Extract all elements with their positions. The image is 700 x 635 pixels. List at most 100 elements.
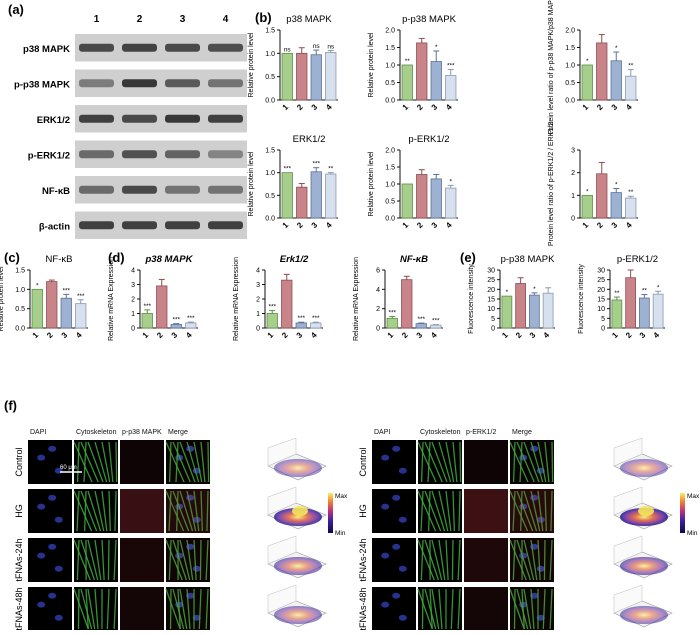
x-tick-label: 3: [415, 330, 425, 340]
bar: [597, 174, 607, 218]
y-axis-label: Relative protein level: [248, 151, 255, 216]
micrograph-tile: [372, 587, 416, 630]
x-tick-label: 4: [444, 102, 454, 112]
y-tick-label: 0.0: [265, 216, 275, 223]
bar: [417, 43, 427, 100]
panel-label-b: (b): [255, 10, 272, 25]
y-axis-label: Relative protein level: [368, 151, 375, 216]
blot-band: [165, 186, 200, 194]
micrograph-tile: [74, 538, 118, 582]
bar: [282, 53, 292, 100]
micrograph-tile: [166, 538, 210, 582]
y-tick-label: 2.0: [385, 28, 395, 35]
significance-label: **: [328, 166, 334, 173]
column-header: Merge: [512, 429, 532, 436]
x-tick-label: 4: [624, 102, 634, 112]
y-tick-label: 4: [256, 268, 260, 275]
chart-b6: Protein level ratio of p-ERK1/2 / ERK1/2…: [548, 122, 638, 246]
micrograph-tile: [120, 587, 164, 630]
chart-title: NF-κB: [400, 254, 428, 265]
colorbar-min-label: Min: [687, 530, 698, 537]
bar: [47, 282, 57, 328]
bar: [311, 172, 321, 218]
y-tick-label: 5: [601, 316, 605, 323]
y-tick-label: 0.0: [385, 216, 395, 223]
y-tick-label: 5: [491, 316, 495, 323]
significance-label: *: [449, 178, 452, 185]
y-tick-label: 0.5: [385, 80, 395, 87]
bar: [32, 289, 42, 328]
micrograph-tile: [28, 440, 72, 484]
blot-band: [122, 44, 157, 52]
micrograph-tile: [510, 587, 554, 630]
bar: [61, 298, 71, 328]
x-tick-label: 4: [542, 330, 552, 340]
significance-label: ***: [77, 293, 85, 300]
row-label: tFNAs-48h: [358, 587, 368, 630]
y-tick-label: 1.5: [15, 268, 25, 275]
colorbar-max-label: Max: [335, 493, 348, 500]
lane-label: 1: [94, 14, 100, 25]
bar: [582, 65, 592, 100]
significance-label: ***: [312, 161, 320, 168]
chart-b3: Protein level ratio of p-p38 MAPK/p38 MA…: [548, 0, 638, 134]
x-tick-label: 4: [444, 220, 454, 230]
blot-row-label: β-actin: [39, 221, 70, 232]
y-tick-label: 0.5: [15, 306, 25, 313]
panel-label-e: (e): [460, 250, 476, 265]
bar: [529, 295, 539, 328]
y-tick-label: 1: [571, 193, 575, 200]
y-tick-label: 0.5: [265, 74, 275, 81]
y-tick-label: 2: [131, 297, 135, 304]
x-tick-label: 3: [610, 220, 620, 230]
x-tick-label: 3: [310, 220, 320, 230]
blot-band: [79, 186, 114, 194]
y-axis-label: Relative mRNA Expression: [353, 257, 360, 341]
y-tick-label: 2: [376, 306, 380, 313]
micrograph-tile: [464, 538, 508, 582]
bar: [297, 187, 307, 218]
bar: [612, 300, 622, 328]
x-tick-label: 3: [295, 330, 305, 340]
scale-bar-label: 60 μm: [60, 465, 77, 471]
y-tick-label: 0.0: [15, 326, 25, 333]
panel-label-f: (f): [4, 398, 17, 413]
x-tick-label: 2: [624, 330, 634, 340]
colorbar-min-label: Min: [335, 530, 346, 537]
surface-plot: [268, 536, 326, 578]
bar: [402, 65, 412, 100]
column-header: p-p38 MAPK: [122, 429, 162, 436]
column-header: Merge: [168, 429, 188, 436]
surface-plot: [268, 438, 326, 480]
x-tick-label: 1: [581, 102, 591, 112]
blot-row-label: p38 MAPK: [23, 44, 70, 55]
bar: [611, 193, 621, 218]
x-tick-label: 2: [595, 220, 605, 230]
bar: [326, 52, 336, 100]
significance-label: ***: [62, 287, 70, 294]
blot-band: [165, 115, 200, 123]
bar: [611, 61, 621, 100]
bar: [626, 278, 636, 328]
micrograph-tile: [28, 489, 72, 533]
x-tick-label: 1: [281, 102, 291, 112]
y-tick-label: 1.0: [385, 63, 395, 70]
x-tick-label: 2: [415, 220, 425, 230]
y-tick-label: 1.5: [265, 148, 275, 155]
y-axis-label: Relative protein level: [368, 32, 375, 97]
blot-band: [165, 221, 200, 229]
blot-band: [122, 221, 157, 229]
significance-label: ***: [187, 315, 195, 322]
micrograph-tile: [28, 587, 72, 630]
bar: [282, 280, 292, 328]
y-axis-label: Relative mRNA Expression: [233, 257, 240, 341]
y-tick-label: 30: [487, 268, 495, 275]
row-label: HG: [358, 504, 368, 518]
column-header: DAPI: [30, 429, 46, 436]
x-tick-label: 1: [31, 330, 41, 340]
